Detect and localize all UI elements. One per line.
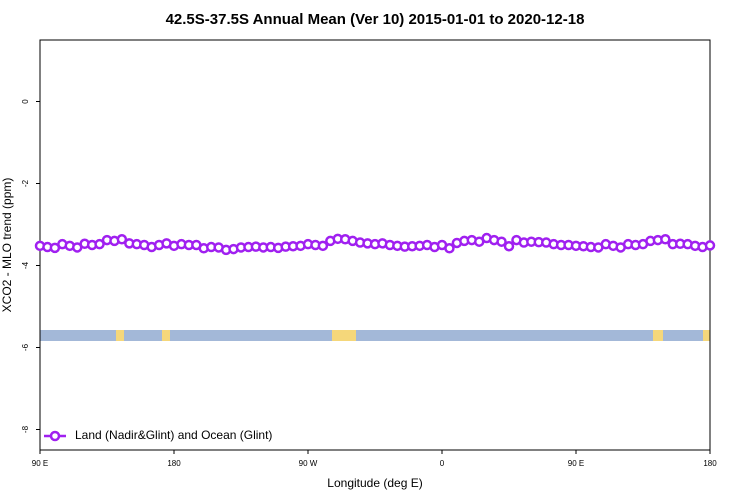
y-tick-label: -8 (21, 425, 30, 433)
data-point (496, 236, 507, 247)
legend-marker (49, 430, 61, 442)
land-patch (116, 330, 124, 341)
data-point (116, 234, 128, 245)
y-tick-label: 0 (21, 99, 30, 104)
land-patch (653, 330, 663, 341)
x-axis-label: Longitude (deg E) (327, 476, 422, 490)
chart-title: 42.5S-37.5S Annual Mean (Ver 10) 2015-01… (166, 11, 585, 28)
land-ocean-strip (40, 330, 710, 341)
land-patch (332, 330, 356, 341)
data-point (444, 243, 455, 254)
ocean-band (40, 330, 710, 341)
y-axis-label: XCO2 - MLO trend (ppm) (0, 178, 14, 313)
data-point (317, 240, 329, 252)
legend-label: Land (Nadir&Glint) and Ocean (Glint) (75, 428, 272, 442)
land-patch (703, 330, 710, 341)
y-tick-label: -4 (21, 261, 30, 269)
data-point (94, 238, 105, 250)
x-tick-label: 90 E (32, 459, 48, 468)
data-point (503, 240, 515, 252)
x-tick-label: 90 W (299, 459, 318, 468)
x-tick-label: 0 (440, 459, 445, 468)
y-tick-label: -6 (21, 343, 30, 351)
x-tick-label: 180 (703, 459, 717, 468)
data-point (660, 234, 671, 245)
x-tick-label: 90 E (568, 459, 584, 468)
data-point (704, 240, 716, 251)
land-patch (162, 330, 170, 341)
y-tick-label: -2 (21, 179, 30, 187)
x-tick-label: 180 (167, 459, 181, 468)
